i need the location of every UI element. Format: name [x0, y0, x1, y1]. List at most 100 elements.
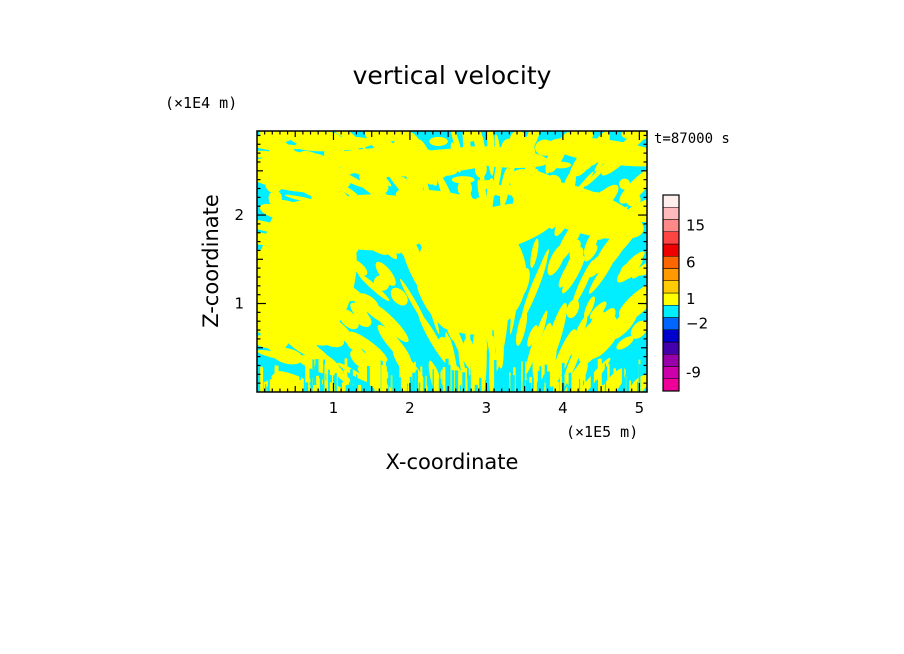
heatmap-cell — [257, 219, 285, 233]
heatmap-cell — [607, 364, 610, 392]
heatmap-cell — [282, 375, 286, 392]
heatmap-cell — [299, 380, 302, 392]
heatmap-cell — [626, 360, 629, 392]
heatmap-cell — [350, 369, 353, 392]
heatmap-cell — [580, 329, 608, 364]
heatmap-cell — [470, 358, 473, 392]
heatmap-cell — [435, 375, 437, 392]
heatmap-cell — [545, 140, 559, 174]
heatmap-cell — [566, 191, 585, 205]
heatmap-cell — [331, 370, 334, 392]
heatmap-cell — [309, 377, 351, 392]
heatmap-cell — [530, 208, 543, 231]
heatmap-cell — [462, 372, 466, 392]
colorbar-segment — [662, 256, 680, 269]
heatmap-cell — [312, 373, 315, 392]
heatmap-cell — [323, 359, 326, 392]
heatmap-cell — [268, 190, 282, 206]
heatmap-cell — [379, 165, 398, 176]
heatmap-cell — [447, 209, 465, 241]
heatmap-cell — [619, 178, 631, 190]
heatmap-cell — [420, 366, 423, 392]
heatmap-cell — [442, 221, 453, 245]
colorbar-segment — [662, 207, 680, 220]
colorbar-segment — [662, 305, 680, 318]
heatmap-cell — [463, 214, 469, 286]
heatmap-cell — [296, 229, 334, 251]
colorbar — [662, 194, 680, 392]
heatmap-cell — [400, 152, 411, 169]
heatmap-cell — [567, 385, 570, 392]
heatmap-cell — [277, 383, 279, 392]
heatmap-cell — [276, 158, 303, 168]
colorbar-tick-label: -9 — [686, 364, 701, 382]
heatmap-cell — [528, 382, 532, 392]
x-tick-label: 2 — [405, 399, 415, 417]
heatmap-cell — [601, 147, 633, 176]
heatmap-cell — [344, 358, 348, 392]
heatmap-cell — [299, 204, 334, 223]
heatmap-cell — [483, 290, 493, 359]
heatmap-cell — [409, 376, 412, 392]
heatmap-cell — [437, 173, 458, 219]
heatmap-cell — [272, 167, 301, 179]
heatmap-cell — [329, 131, 354, 142]
heatmap-cell — [257, 310, 296, 321]
plot-area — [256, 130, 648, 393]
heatmap-cell — [521, 361, 523, 392]
heatmap-cell — [439, 240, 454, 268]
heatmap-cell — [457, 375, 460, 392]
heatmap-cell — [319, 374, 323, 392]
heatmap-cell — [562, 171, 576, 202]
heatmap-cell — [343, 131, 367, 151]
heatmap-cell — [448, 336, 458, 378]
heatmap-cell — [412, 372, 416, 392]
heatmap-cell — [584, 367, 586, 392]
heatmap-cell — [455, 370, 459, 392]
colorbar-segment — [662, 317, 680, 330]
heatmap-cell — [326, 369, 328, 392]
heatmap-cell — [462, 131, 478, 142]
heatmap-cell — [383, 366, 387, 392]
y-tick-label: 2 — [234, 206, 244, 224]
heatmap-cell — [312, 385, 317, 392]
heatmap-cell — [629, 380, 631, 392]
heatmap-cell — [632, 262, 647, 279]
heatmap-cell — [472, 369, 474, 392]
heatmap-cell — [368, 131, 395, 141]
heatmap-cell — [506, 367, 509, 392]
heatmap-cell — [424, 227, 449, 269]
heatmap-cell — [474, 384, 478, 392]
heatmap-cell — [604, 363, 607, 392]
heatmap-cell — [314, 365, 317, 392]
heatmap-cell — [349, 259, 368, 276]
heatmap-cell — [328, 369, 330, 392]
heatmap-cell — [393, 137, 421, 153]
heatmap-cell — [533, 373, 537, 392]
heatmap-cell — [390, 287, 408, 306]
heatmap-cell — [432, 371, 436, 392]
heatmap-cell — [474, 160, 487, 178]
heatmap-cell — [596, 368, 626, 392]
heatmap-cell — [579, 378, 581, 392]
heatmap-cell — [553, 362, 556, 392]
heatmap-cell — [487, 131, 495, 176]
heatmap-cell — [381, 139, 401, 165]
heatmap-cell — [265, 290, 316, 302]
heatmap-cell — [305, 382, 309, 392]
heatmap-cell — [375, 261, 396, 286]
heatmap-cell — [369, 303, 409, 343]
colorbar-frame — [662, 194, 680, 392]
colorbar-segment — [662, 292, 680, 306]
heatmap-cell — [408, 364, 410, 392]
heatmap-cell — [321, 384, 324, 392]
colorbar-segment — [662, 219, 680, 232]
heatmap-cell — [525, 379, 529, 392]
heatmap-cell — [405, 377, 407, 392]
heatmap-cell — [475, 367, 478, 392]
heatmap-cell — [458, 381, 460, 392]
heatmap-cell — [334, 373, 337, 392]
heatmap-cell — [331, 254, 351, 270]
heatmap-cell — [595, 380, 598, 392]
heatmap-cell — [310, 368, 313, 392]
